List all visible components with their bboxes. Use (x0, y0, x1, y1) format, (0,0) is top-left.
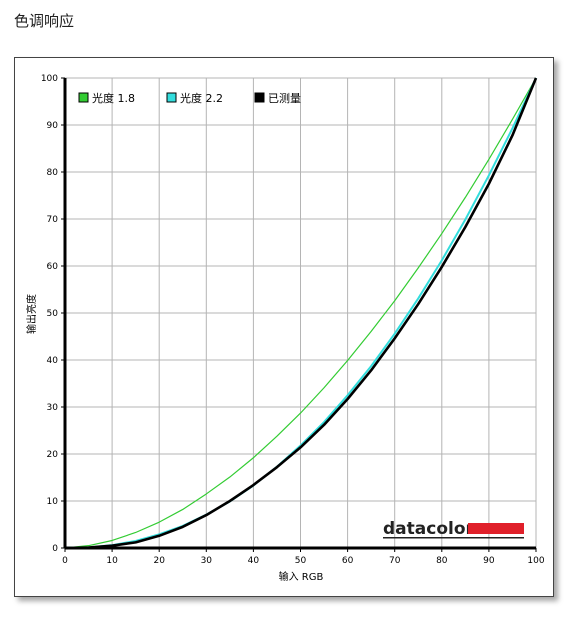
x-tick-label: 90 (483, 556, 495, 566)
x-tick-label: 60 (342, 556, 354, 566)
legend-label: 光度 1.8 (92, 91, 135, 105)
legend: 光度 1.8 光度 2.2 已测量 (78, 91, 301, 105)
x-tick-label: 50 (295, 556, 307, 566)
y-tick-label: 40 (47, 356, 59, 366)
x-tick-label: 40 (248, 556, 260, 566)
y-axis-title: 输出亮度 (25, 294, 38, 334)
x-tick-label: 20 (153, 556, 165, 566)
legend-label: 已测量 (268, 92, 301, 105)
series-line-1 (64, 77, 537, 549)
logo-underline (383, 537, 524, 539)
y-tick-label: 100 (41, 74, 58, 84)
legend-swatch (166, 92, 177, 103)
y-tick-label: 70 (47, 215, 59, 225)
x-tick-label: 30 (201, 556, 213, 566)
tick-layer: 0 10 20 30 40 50 60 70 80 90 100 0 10 20 30 40 50 60 70 80 9… (41, 74, 545, 566)
y-tick-label: 50 (47, 309, 59, 319)
datacolor-logo: datacolor (383, 519, 524, 539)
y-tick-label: 90 (47, 121, 59, 131)
legend-swatch (78, 92, 89, 103)
y-tick-label: 30 (47, 403, 59, 413)
y-tick-label: 10 (47, 497, 59, 507)
x-tick-label: 10 (106, 556, 118, 566)
y-tick-label: 80 (47, 168, 59, 178)
logo-text: datacolor (383, 519, 475, 539)
y-tick-label: 0 (52, 544, 58, 554)
series-layer (64, 77, 538, 550)
x-axis-title: 输入 RGB (279, 570, 324, 583)
y-tick-label: 60 (47, 262, 59, 272)
series-line-3 (64, 77, 538, 550)
y-tick-label: 20 (47, 450, 59, 460)
legend-swatch (254, 92, 265, 103)
x-tick-label: 100 (527, 556, 544, 566)
page-heading: 色调响应 (14, 12, 75, 30)
tone-response-chart: 0 10 20 30 40 50 60 70 80 90 100 0 10 20 30 40 50 60 70 80 9… (25, 74, 545, 583)
x-tick-label: 70 (389, 556, 401, 566)
chart-panel: 0 10 20 30 40 50 60 70 80 90 100 0 10 20 30 40 50 60 70 80 9… (14, 57, 554, 597)
logo-bar (468, 523, 524, 534)
grid-layer (65, 77, 537, 548)
series-line-2 (64, 77, 537, 549)
legend-label: 光度 2.2 (180, 91, 223, 105)
x-tick-label: 80 (436, 556, 448, 566)
x-tick-label: 0 (62, 556, 68, 566)
